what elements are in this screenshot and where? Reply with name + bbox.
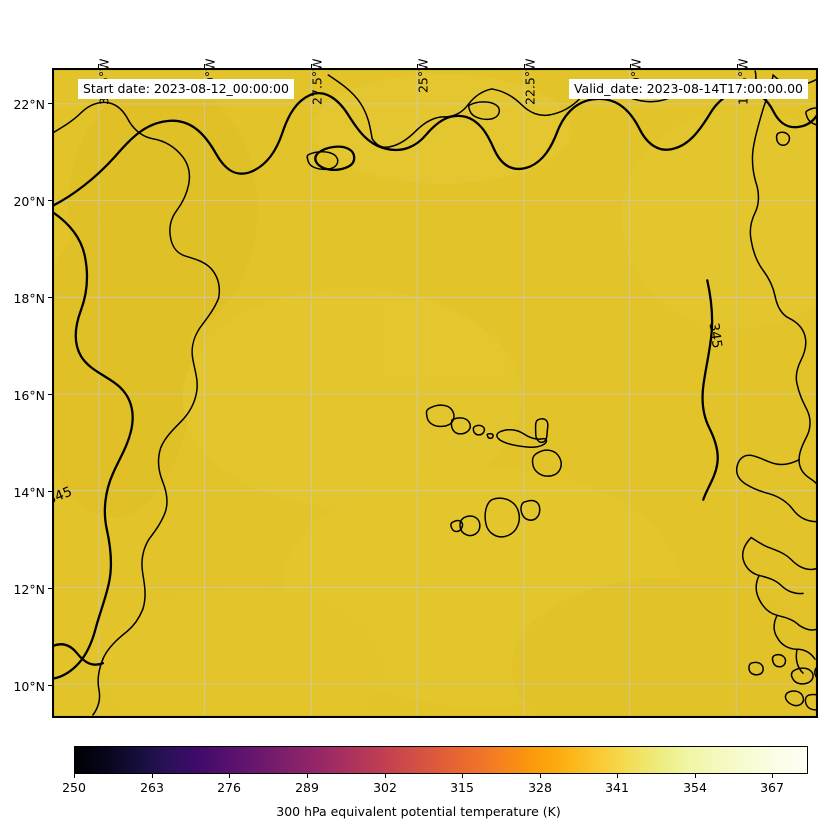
cbar-tickmark: [462, 774, 463, 778]
lat-tickmark: [48, 588, 52, 589]
gridlines: [53, 69, 817, 717]
lat-tick-label-3: 16°N: [13, 388, 45, 403]
lat-tickmark: [48, 394, 52, 395]
map-plot-area: 345 345: [53, 69, 817, 717]
cbar-tickmark: [74, 774, 75, 778]
cbar-tickmark: [540, 774, 541, 778]
lon-tickmark: [98, 64, 99, 68]
lon-tickmark: [737, 64, 738, 68]
lon-tick-label-4: 22.5°W: [522, 58, 538, 105]
cbar-tickmark: [617, 774, 618, 778]
cbar-tick-label-1: 263: [140, 780, 164, 795]
contour-345: [53, 89, 817, 680]
lon-tick-label-2: 27.5°W: [309, 58, 325, 105]
cbar-tick-label-3: 289: [295, 780, 319, 795]
lat-tickmark: [48, 685, 52, 686]
start-date-annotation: Start date: 2023-08-12_00:00:00: [78, 79, 294, 99]
lon-tickmark: [311, 64, 312, 68]
cbar-tick-label-0: 250: [62, 780, 86, 795]
temperature-field: [53, 69, 817, 717]
lat-tick-label-2: 14°N: [13, 485, 45, 500]
cbar-tickmark: [385, 774, 386, 778]
cbar-tick-label-2: 276: [217, 780, 241, 795]
coastlines: [53, 70, 817, 716]
cbar-tick-label-5: 315: [450, 780, 474, 795]
colorbar-axis-label: 300 hPa equivalent potential temperature…: [276, 804, 561, 819]
lon-tickmark: [524, 64, 525, 68]
contour-label-text: 345: [706, 322, 724, 350]
lat-tick-label-1: 12°N: [13, 582, 45, 597]
cbar-tick-label-4: 302: [373, 780, 397, 795]
cbar-tickmark: [152, 774, 153, 778]
cbar-tick-label-9: 367: [760, 780, 784, 795]
cbar-tickmark: [307, 774, 308, 778]
cbar-tickmark: [772, 774, 773, 778]
lon-tickmark: [417, 64, 418, 68]
cbar-tick-label-8: 354: [683, 780, 707, 795]
lon-tickmark: [630, 64, 631, 68]
lat-tick-label-0: 10°N: [13, 679, 45, 694]
lat-tick-label-5: 20°N: [13, 194, 45, 209]
colorbar-gradient: [75, 747, 807, 773]
contour-label-345-right: 345: [706, 322, 724, 350]
map-axes[interactable]: 345 345: [52, 68, 818, 718]
lat-tick-label-6: 22°N: [13, 97, 45, 112]
lon-tickmark: [204, 64, 205, 68]
cbar-tickmark: [229, 774, 230, 778]
axes-spine: [53, 69, 817, 717]
lat-tick-label-4: 18°N: [13, 291, 45, 306]
lat-tickmark: [48, 103, 52, 104]
cbar-tick-label-6: 328: [528, 780, 552, 795]
cbar-tickmark: [695, 774, 696, 778]
lat-tickmark: [48, 200, 52, 201]
valid-date-annotation: Valid_date: 2023-08-14T17:00:00.00: [568, 79, 808, 99]
lat-tickmark: [48, 491, 52, 492]
lon-tick-label-3: 25°W: [415, 58, 431, 94]
cbar-tick-label-7: 341: [605, 780, 629, 795]
lat-tickmark: [48, 297, 52, 298]
colorbar[interactable]: [74, 746, 808, 774]
